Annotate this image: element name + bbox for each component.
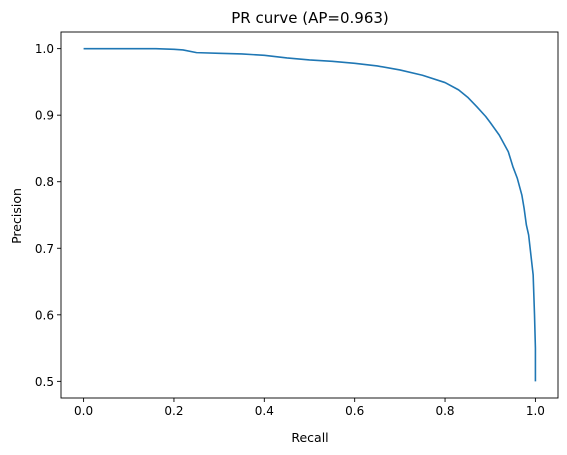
x-tick-label: 0.4 (255, 404, 274, 418)
y-axis-label: Precision (9, 188, 24, 244)
x-tick-label: 0.8 (435, 404, 454, 418)
y-tick-label: 0.9 (35, 109, 54, 123)
y-tick-label: 0.7 (35, 242, 54, 256)
x-axis-label: Recall (291, 430, 328, 445)
chart-title: PR curve (AP=0.963) (231, 9, 389, 27)
plot-area: 0.0 0.2 0.4 0.6 0.8 1.0 0.5 0.6 0.7 0.8 0.9 1.0 (35, 31, 559, 418)
x-tick-label: 0.2 (164, 404, 183, 418)
y-tick-label: 0.5 (35, 375, 54, 389)
y-tick-label: 0.6 (35, 308, 54, 322)
axes-frame (60, 31, 559, 399)
x-tick-label: 0.0 (74, 404, 93, 418)
x-tick-label: 0.6 (345, 404, 364, 418)
y-tick-label: 0.8 (35, 175, 54, 189)
y-tick-label: 1.0 (35, 42, 54, 56)
x-tick-label: 1.0 (526, 404, 545, 418)
series-line-0 (83, 47, 537, 382)
